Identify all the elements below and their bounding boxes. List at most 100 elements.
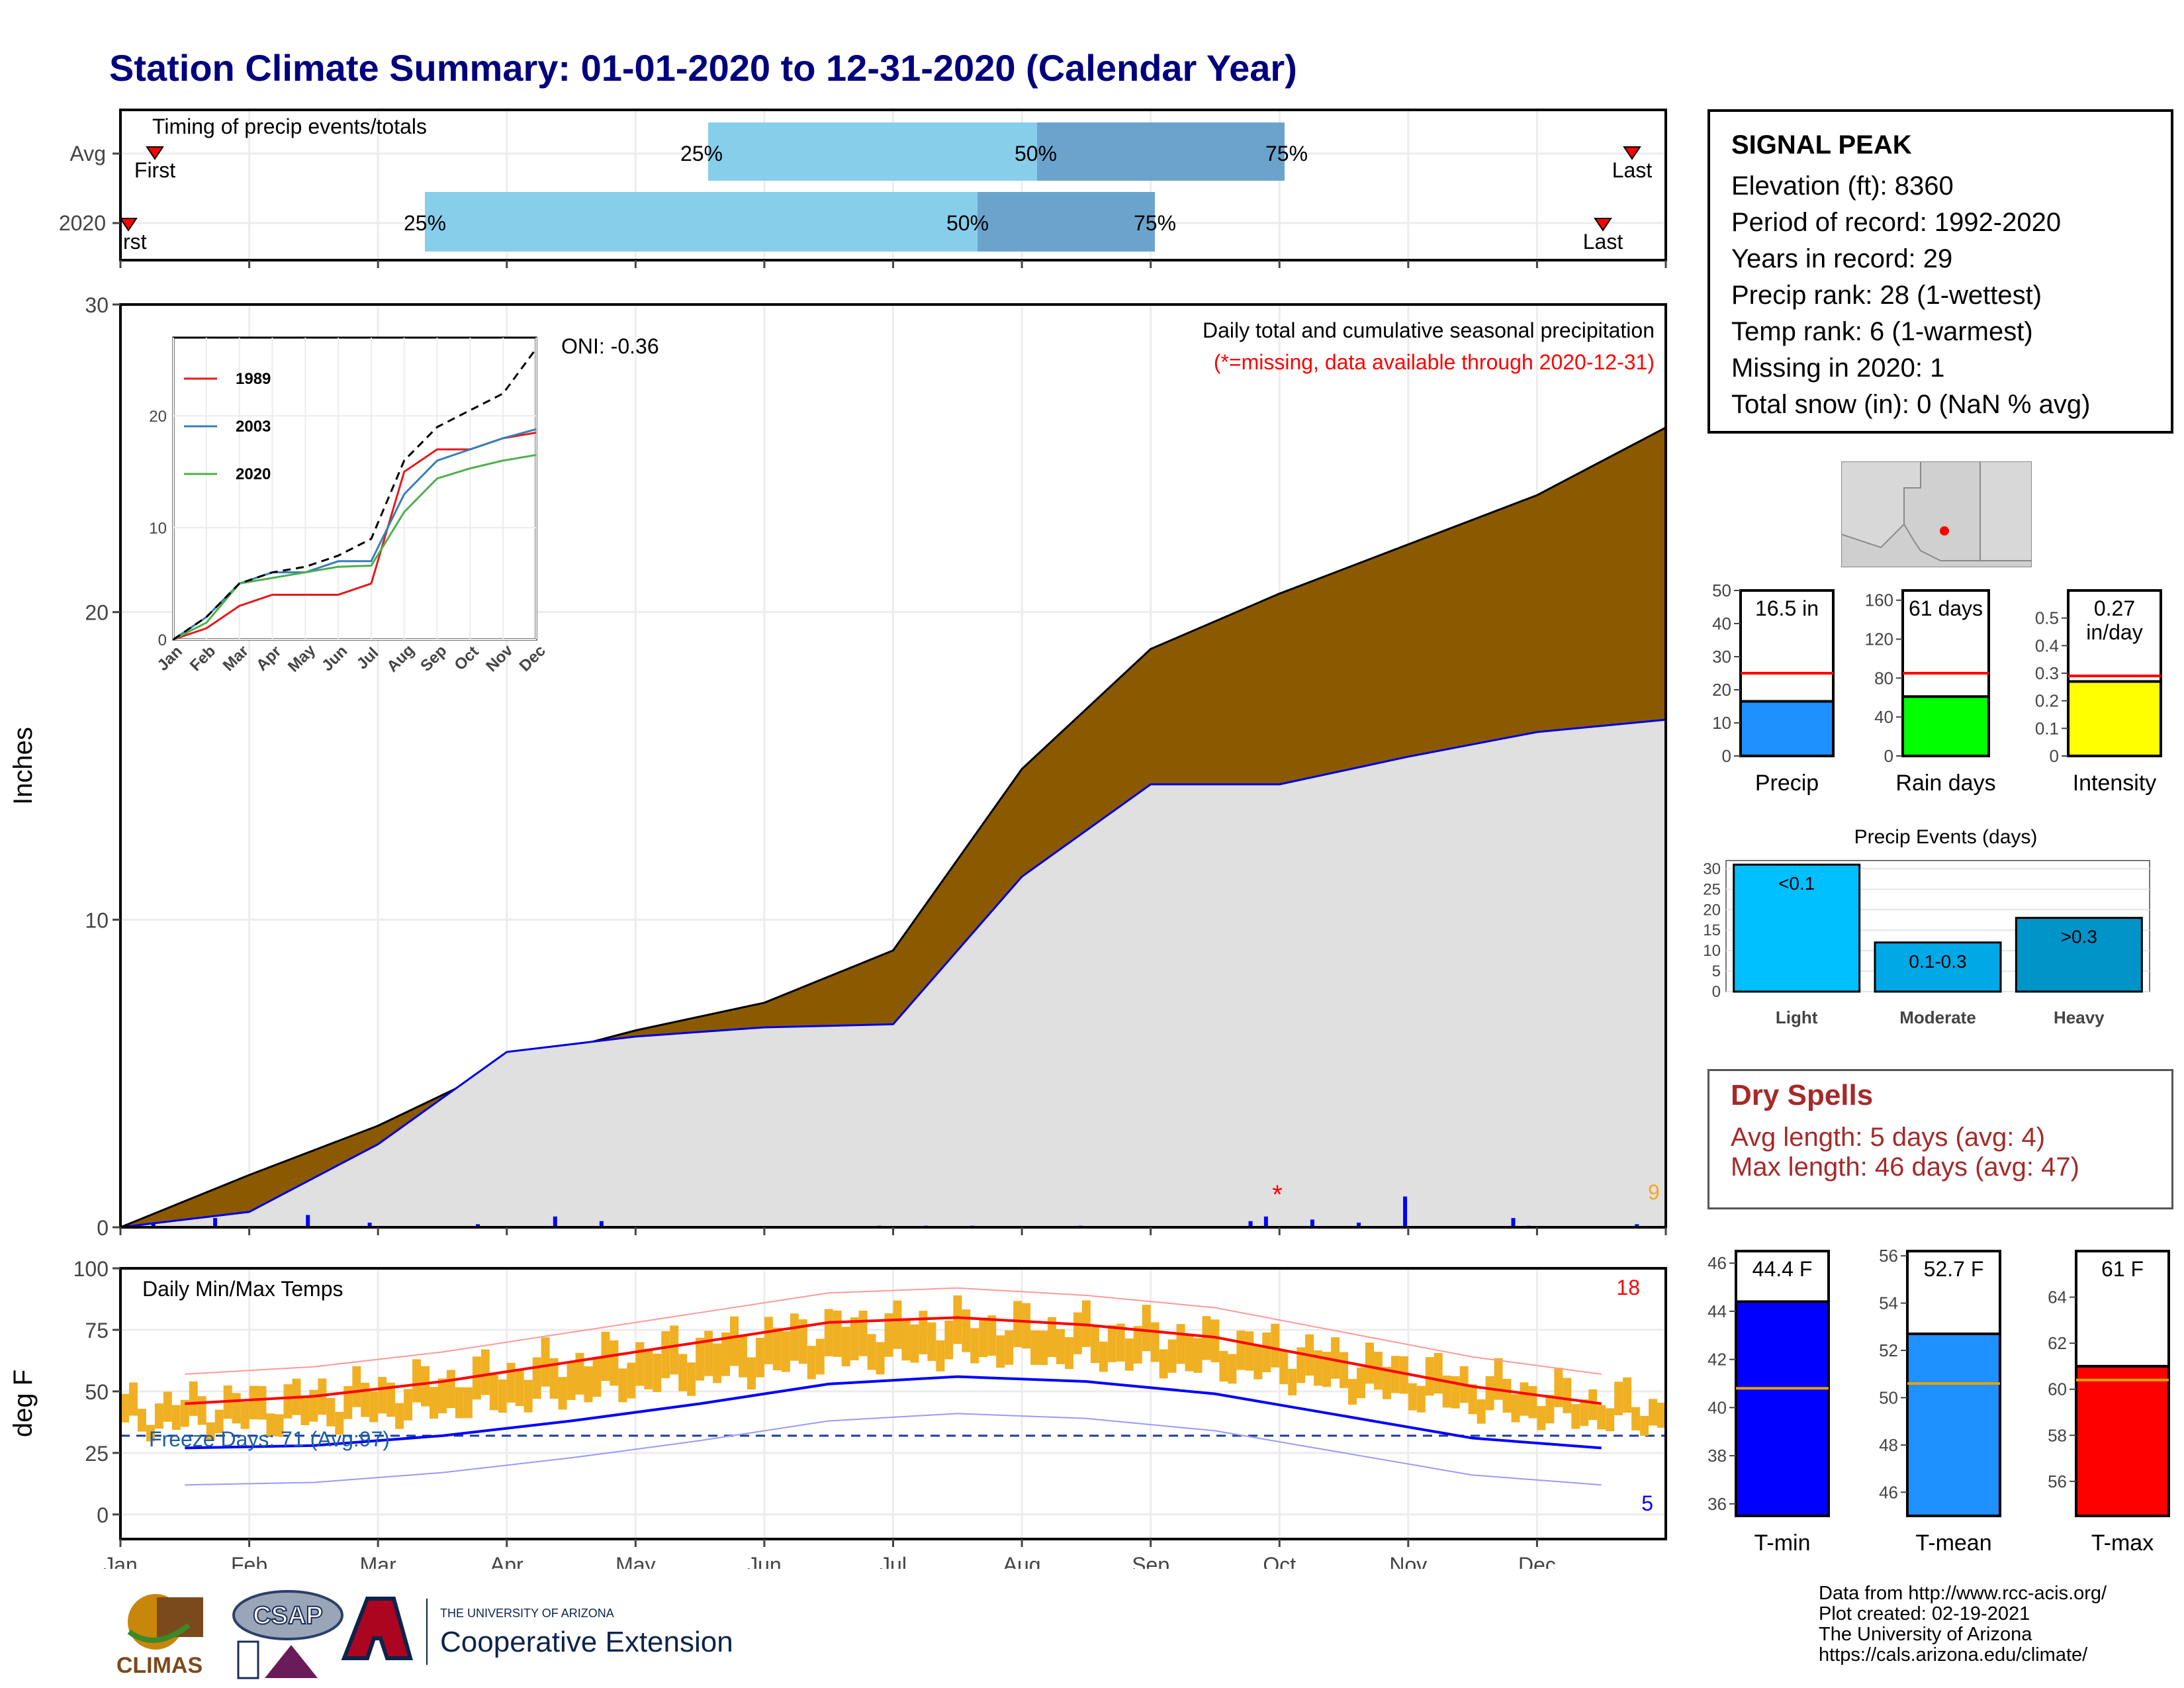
timing-avg-p25: 25% <box>680 142 723 165</box>
inset-y-tick-label: 10 <box>149 520 167 538</box>
daily-temp-range <box>1219 1350 1228 1382</box>
daily-temp-range <box>437 1378 447 1414</box>
timing-x-ticks <box>119 260 1667 268</box>
daily-temp-range <box>378 1377 387 1414</box>
events-y-tick-label: 5 <box>1712 962 1721 980</box>
daily-temp-range <box>1314 1350 1323 1386</box>
daily-temp-range <box>1116 1323 1125 1362</box>
temp-x-tick-label: Feb <box>231 1553 267 1569</box>
daily-precip-bar <box>1511 1218 1516 1227</box>
daily-temp-range <box>901 1320 911 1361</box>
summary-y-tick-label: 44 <box>1707 1301 1727 1321</box>
hot-days-count: 18 <box>1616 1276 1640 1299</box>
station-precip-rank: Precip rank: 28 (1-wettest) <box>1731 281 2042 310</box>
tmin-chart: 36 38 40 42 44 46 44.4 F T-min <box>1707 1250 1830 1556</box>
daily-temp-range <box>772 1327 782 1370</box>
daily-temp-range <box>180 1399 189 1427</box>
summary-y-tick-label: 10 <box>1712 713 1731 733</box>
daily-precip-bar <box>1310 1219 1314 1227</box>
summary-y-tick-label: 20 <box>1712 680 1731 700</box>
oni-label: ONI: -0.36 <box>561 334 659 358</box>
daily-temp-range <box>696 1337 705 1381</box>
daily-temp-range <box>532 1357 541 1399</box>
daily-temp-range <box>1039 1331 1048 1366</box>
daily-temp-range <box>567 1361 576 1400</box>
station-name: SIGNAL PEAK <box>1731 130 1912 160</box>
daily-temp-range <box>412 1359 422 1403</box>
daily-temp-range <box>1236 1331 1246 1370</box>
summary-value-label: 61 F <box>2101 1257 2144 1281</box>
timing-avg-bar-high <box>1037 122 1285 181</box>
daily-temp-range <box>1365 1342 1374 1384</box>
daily-temp-range <box>884 1313 893 1357</box>
daily-precip-bar <box>1357 1223 1361 1227</box>
timing-avg-last-label: Last <box>1612 158 1653 182</box>
daily-temp-range <box>979 1317 988 1358</box>
daily-temp-range <box>455 1387 464 1419</box>
daily-temp-range <box>824 1309 833 1356</box>
daily-temp-range <box>1167 1339 1177 1373</box>
events-y-tick-label: 25 <box>1703 880 1721 898</box>
summary-y-tick-label: 0.1 <box>2035 718 2059 738</box>
daily-temp-range <box>584 1366 593 1403</box>
summary-y-tick-label: 58 <box>2048 1425 2067 1445</box>
summary-value-bar <box>1739 700 1835 757</box>
daily-temp-range <box>430 1387 438 1419</box>
station-location-marker <box>1940 526 1949 536</box>
daily-temp-range <box>1159 1349 1168 1379</box>
timing-avg-p75: 75% <box>1265 142 1308 165</box>
daily-temp-range <box>670 1325 679 1375</box>
csap-mountain <box>265 1645 318 1678</box>
tmean-chart: 46 48 50 52 54 56 52.7 F T-mean <box>1879 1246 2001 1556</box>
events-category-label: Heavy <box>2054 1008 2105 1027</box>
daily-temp-range <box>1124 1338 1134 1371</box>
daily-precip-bar <box>553 1216 557 1227</box>
summary-y-tick-label: 42 <box>1707 1350 1727 1370</box>
summary-y-tick-label: 30 <box>1712 647 1731 667</box>
summary-value-label: 44.4 F <box>1752 1257 1813 1281</box>
summary-y-tick-label: 54 <box>1879 1293 1898 1313</box>
inset-series-line <box>173 348 537 641</box>
record-max-line <box>185 1287 1602 1375</box>
inset-x-tick-label: Apr <box>253 643 285 675</box>
daily-temp-range <box>498 1379 507 1413</box>
inset-legend-label: 1989 <box>236 370 271 388</box>
footer-url: https://cals.arizona.edu/climate/ <box>1819 1644 2088 1665</box>
timing-2020-p50: 50% <box>946 211 989 235</box>
cum-2020-area <box>120 718 1667 1229</box>
summary-value-bar <box>1735 1300 1830 1517</box>
daily-temp-range <box>721 1332 731 1376</box>
timing-avg-first-marker <box>146 146 164 160</box>
summary-value-label: 16.5 in <box>1755 596 1819 620</box>
summary-value-label: 0.27 <box>2094 596 2135 620</box>
timing-2020-first-marker <box>119 218 138 232</box>
temp-y-axis: 0 25 50 75 100 <box>73 1258 120 1527</box>
temp-x-tick-label: Oct <box>1263 1553 1296 1569</box>
daily-temp-range <box>1107 1325 1116 1362</box>
daily-temp-range <box>421 1366 430 1407</box>
daily-temp-range <box>1056 1329 1065 1364</box>
daily-temp-range <box>472 1356 481 1400</box>
daily-temp-range <box>833 1310 842 1357</box>
precip-event-count: 9 <box>1648 1180 1660 1204</box>
daily-temp-range <box>635 1342 645 1386</box>
daily-temp-range <box>146 1425 155 1442</box>
dry-spells-box: Dry Spells Avg length: 5 days (avg: 4) M… <box>1707 1069 2173 1209</box>
daily-temp-range <box>1425 1357 1434 1396</box>
map-state-east <box>1979 461 2032 561</box>
daily-temp-range <box>1468 1384 1477 1415</box>
daily-temp-range <box>910 1324 919 1363</box>
ua-logo: THE UNIVERSITY OF ARIZONA Cooperative Ex… <box>341 1597 733 1665</box>
daily-temp-range <box>1340 1352 1349 1388</box>
daily-precip-bar <box>1635 1224 1639 1227</box>
daily-temp-range <box>1176 1324 1185 1364</box>
daily-precip-bar <box>1403 1196 1408 1227</box>
daily-temp-range <box>309 1389 318 1422</box>
timing-2020-first-label: rst <box>123 230 147 254</box>
timing-avg-p50: 50% <box>1015 142 1057 165</box>
timing-chart-svg: Avg 2020 Timing of precip events/totals … <box>59 109 1667 268</box>
summary-value-bar <box>2075 1364 2170 1517</box>
precip-events-title: Precip Events (days) <box>1854 826 2038 848</box>
